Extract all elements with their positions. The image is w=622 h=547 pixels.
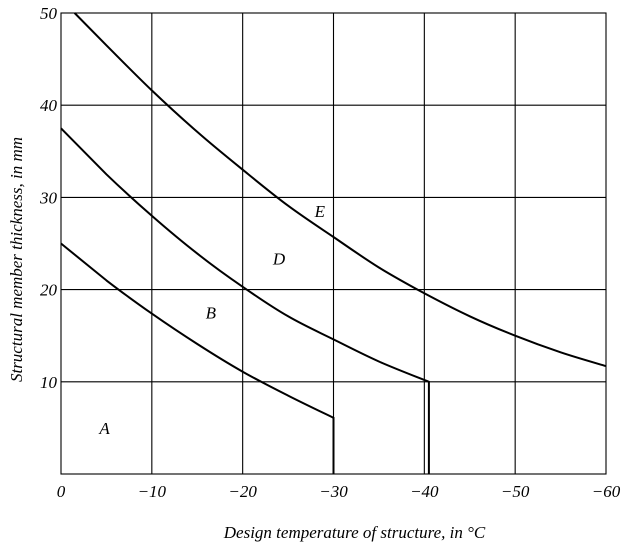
x-tick-label: −40 [410,482,439,501]
boundary-curve-1 [60,242,335,474]
x-tick-label: −30 [319,482,348,501]
x-axis-tick-labels: 0 −10 −20 −30 −40 −50 −60 [57,482,621,501]
y-axis-title: Structural member thickness, in mm [7,137,26,382]
y-axis-tick-labels: 10 20 30 40 50 [39,4,58,392]
y-tick-label: 50 [40,4,58,23]
y-tick-label: 30 [39,188,58,207]
grid-lines [61,13,606,474]
y-tick-label: 10 [40,373,58,392]
region-label-e: E [314,202,326,221]
boundary-curve-2 [60,127,430,474]
y-tick-label: 40 [40,96,58,115]
x-tick-label: −60 [592,482,621,501]
x-tick-label: 0 [57,482,66,501]
region-boundary-curves [60,12,607,474]
x-axis-title: Design temperature of structure, in °C [223,523,486,542]
x-tick-label: −20 [228,482,257,501]
region-label-d: D [272,249,286,268]
y-tick-label: 20 [40,281,58,300]
x-tick-label: −50 [501,482,530,501]
region-label-b: B [206,304,217,323]
region-label-a: A [98,419,110,438]
x-tick-label: −10 [138,482,167,501]
boundary-curve-3 [73,12,607,368]
region-labels: A B D E [98,202,325,438]
